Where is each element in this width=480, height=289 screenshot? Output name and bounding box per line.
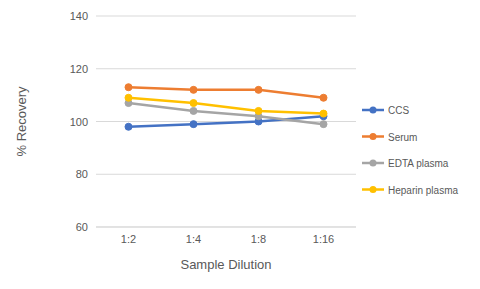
legend-marker: [370, 160, 377, 167]
legend-marker: [370, 107, 377, 114]
chart: 60 80 100 120 140 1:2 1:4 1:8 1:16 Sample Dilutio…: [0, 0, 480, 289]
series-marker: [190, 86, 197, 93]
x-tick-label: 1:8: [251, 233, 266, 245]
series-marker: [125, 94, 132, 101]
series-marker: [320, 110, 327, 117]
y-tick-label: 120: [70, 63, 88, 75]
grid-line: [96, 16, 356, 17]
series-marker: [320, 94, 327, 101]
grid-line: [96, 174, 356, 175]
x-tick-label: 1:2: [121, 233, 136, 245]
x-axis-title: Sample Dilution: [180, 257, 271, 272]
legend-label: EDTA plasma: [388, 158, 449, 169]
series-marker: [255, 86, 262, 93]
grid-line: [96, 227, 356, 228]
series-marker: [190, 100, 197, 107]
x-axis-line: [96, 227, 356, 228]
grid-line: [96, 68, 356, 69]
x-tick-label: 1:4: [186, 233, 201, 245]
series-marker: [190, 107, 197, 114]
plot-area: [125, 84, 327, 131]
series-marker: [125, 123, 132, 130]
legend-label: Heparin plasma: [388, 185, 458, 196]
legend-marker: [370, 133, 377, 140]
y-tick-label: 140: [70, 10, 88, 22]
series-line: [129, 87, 324, 98]
y-tick-label: 80: [76, 168, 88, 180]
y-tick-label: 60: [76, 221, 88, 233]
series-line: [129, 98, 324, 114]
series-marker: [320, 121, 327, 128]
series-marker: [255, 107, 262, 114]
y-axis-title: % Recovery: [14, 86, 29, 157]
legend-label: CCS: [388, 105, 409, 116]
legend-marker: [370, 186, 377, 193]
series-marker: [190, 121, 197, 128]
legend-label: Serum: [388, 132, 417, 143]
y-tick-label: 100: [70, 116, 88, 128]
series-marker: [125, 84, 132, 91]
x-tick-label: 1:16: [313, 233, 334, 245]
